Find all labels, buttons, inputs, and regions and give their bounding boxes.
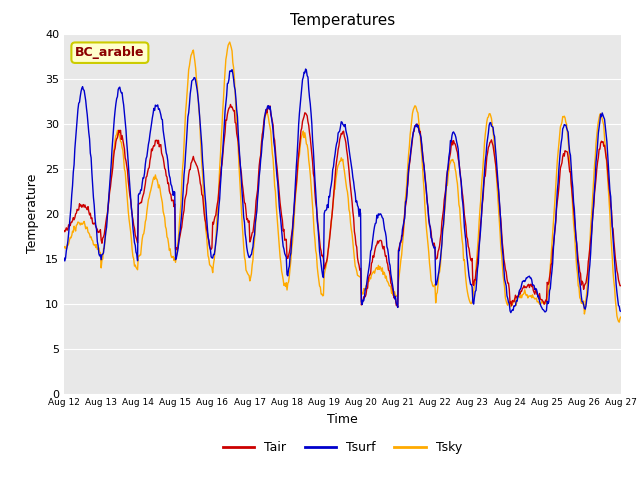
X-axis label: Time: Time [327, 413, 358, 426]
Text: BC_arable: BC_arable [75, 46, 145, 59]
Legend: Tair, Tsurf, Tsky: Tair, Tsurf, Tsky [218, 436, 467, 459]
Y-axis label: Temperature: Temperature [26, 174, 40, 253]
Title: Temperatures: Temperatures [290, 13, 395, 28]
